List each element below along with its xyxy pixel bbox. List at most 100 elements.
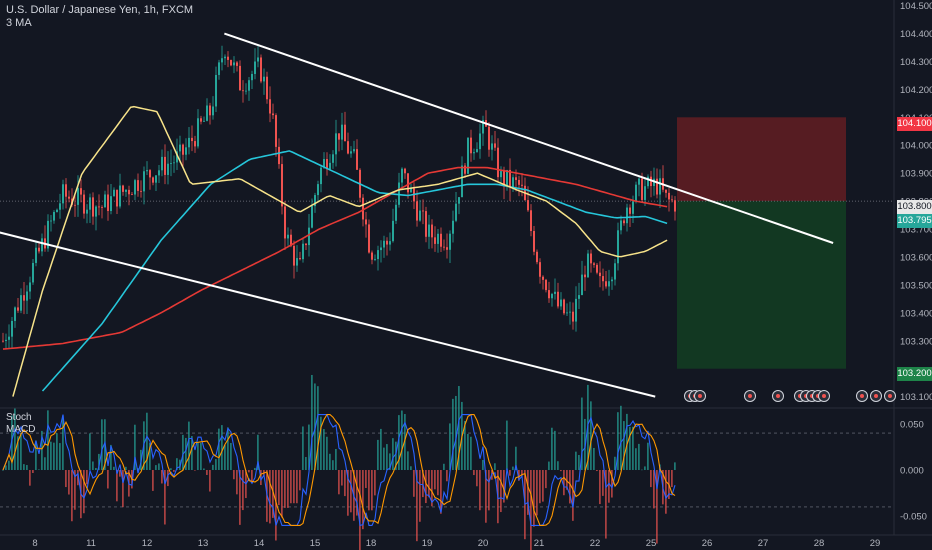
- oscillator-params: MACD: [6, 424, 36, 435]
- oscillator-histogram-bar: [29, 470, 31, 486]
- candle-body: [551, 293, 553, 299]
- oscillator-histogram-bar: [512, 466, 514, 470]
- oscillator-histogram-bar: [443, 463, 445, 470]
- chart-header: U.S. Dollar / Japanese Yen, 1h, FXCM 3 M…: [6, 4, 193, 30]
- oscillator-histogram-bar: [455, 395, 457, 470]
- oscillator-histogram-bar: [386, 444, 388, 470]
- candle-body: [38, 247, 40, 252]
- economic-event-dot: [698, 394, 702, 398]
- candle-body: [467, 137, 469, 174]
- oscillator-histogram-bar: [665, 470, 667, 514]
- candle-body: [464, 165, 466, 174]
- time-tick-label: 22: [590, 538, 601, 549]
- candle-body: [218, 62, 220, 75]
- economic-event-dot: [860, 394, 864, 398]
- candle-body: [398, 182, 400, 205]
- candle-body: [119, 185, 121, 207]
- candle-body: [620, 220, 622, 231]
- candle-body: [644, 186, 646, 200]
- candle-body: [230, 59, 232, 66]
- oscillator-histogram-bar: [488, 470, 490, 511]
- price-tick-label: 103.100: [900, 392, 932, 403]
- current-price-tag: 103.795: [897, 214, 932, 228]
- oscillator-histogram-bar: [359, 470, 361, 550]
- candle-body: [197, 118, 199, 147]
- entry-price-tag: 103.800: [897, 200, 932, 214]
- candle-body: [158, 170, 160, 176]
- oscillator-histogram-bar: [593, 447, 595, 470]
- candle-body: [470, 137, 472, 154]
- oscillator-tick-label: 0.050: [900, 419, 924, 430]
- candle-body: [14, 307, 16, 321]
- channel-upper-trendline[interactable]: [224, 32, 834, 244]
- candle-body: [281, 164, 283, 207]
- oscillator-histogram-bar: [155, 465, 157, 470]
- candle-body: [395, 204, 397, 221]
- candle-body: [23, 295, 25, 301]
- take-profit-zone[interactable]: [677, 201, 846, 369]
- candle-body: [488, 126, 490, 150]
- oscillator-histogram-bar: [533, 470, 535, 527]
- oscillator-name[interactable]: Stoch: [6, 412, 32, 423]
- oscillator-histogram-bar: [503, 470, 505, 503]
- time-tick-label: 18: [366, 538, 377, 549]
- oscillator-histogram-bar: [494, 463, 496, 470]
- time-tick-label: 8: [32, 538, 37, 549]
- candle-body: [329, 162, 331, 170]
- candle-body: [20, 295, 22, 311]
- candle-body: [533, 231, 535, 252]
- oscillator-histogram-bar: [614, 456, 616, 470]
- oscillator-histogram-bar: [305, 457, 307, 470]
- oscillator-histogram-bar: [317, 386, 319, 470]
- oscillator-histogram-bar: [212, 464, 214, 470]
- oscillator-histogram-bar: [125, 466, 127, 470]
- candle-body: [497, 147, 499, 178]
- indicator-legend[interactable]: 3 MA: [6, 17, 32, 29]
- price-tick-label: 104.400: [900, 29, 932, 40]
- oscillator-histogram-bar: [554, 430, 556, 470]
- time-tick-label: 12: [142, 538, 153, 549]
- oscillator-histogram-bar: [41, 430, 43, 470]
- candle-body: [479, 133, 481, 150]
- oscillator-histogram-bar: [527, 470, 529, 515]
- oscillator-histogram-bar: [290, 470, 292, 504]
- candle-body: [428, 224, 430, 237]
- oscillator-histogram-bar: [539, 470, 541, 504]
- candle-body: [665, 189, 667, 193]
- candle-body: [179, 144, 181, 152]
- candle-body: [545, 279, 547, 291]
- oscillator-histogram-bar: [68, 470, 70, 495]
- candle-body: [362, 197, 364, 220]
- candle-body: [254, 61, 256, 74]
- oscillator-histogram-bar: [458, 386, 460, 470]
- candle-body: [506, 169, 508, 187]
- candle-body: [209, 105, 211, 116]
- price-tick-label: 104.000: [900, 141, 932, 152]
- oscillator-histogram-bar: [407, 451, 409, 470]
- oscillator-histogram-bar: [356, 470, 358, 516]
- candle-body: [476, 149, 478, 153]
- ma-mid-line: [41, 150, 668, 392]
- candle-body: [368, 224, 370, 253]
- candle-body: [194, 141, 196, 147]
- oscillator-histogram-bar: [560, 470, 562, 472]
- oscillator-histogram-bar: [23, 464, 25, 470]
- candle-body: [80, 188, 82, 195]
- candle-body: [410, 188, 412, 193]
- candle-body: [353, 149, 355, 152]
- candle-body: [212, 106, 214, 116]
- oscillator-histogram-bar: [65, 470, 67, 488]
- channel-lower-trendline[interactable]: [0, 223, 656, 398]
- oscillator-histogram-bar: [518, 470, 520, 481]
- price-tick-label: 103.600: [900, 252, 932, 263]
- candle-body: [461, 165, 463, 198]
- oscillator-histogram-bar: [254, 467, 256, 470]
- oscillator-histogram-bar: [167, 470, 169, 487]
- oscillator-histogram-bar: [32, 470, 34, 473]
- stop-loss-zone[interactable]: [677, 117, 846, 202]
- oscillator-histogram-bar: [329, 453, 331, 470]
- economic-event-dot: [776, 394, 780, 398]
- oscillator-histogram-bar: [413, 470, 415, 497]
- symbol-title[interactable]: U.S. Dollar / Japanese Yen, 1h, FXCM: [6, 4, 194, 16]
